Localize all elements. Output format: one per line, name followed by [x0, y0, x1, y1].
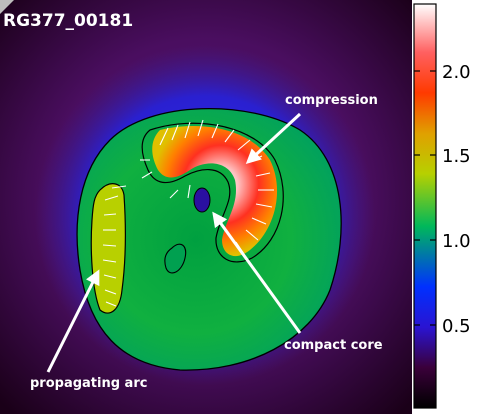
corner-marker-icon [0, 0, 14, 14]
compact-core-annotation: compact core [284, 338, 383, 353]
colorbar-tick-0-5: 0.5 [442, 316, 471, 337]
propagating-arc-annotation: propagating arc [30, 376, 147, 391]
image-id-label: RG377_00181 [3, 11, 133, 31]
image-panel: RG377_00181 compression compact core pro… [0, 0, 412, 414]
colorbar-tick-1-0: 1.0 [442, 231, 471, 252]
compression-annotation: compression [285, 93, 378, 108]
propagating-arc-arrow-icon [46, 269, 100, 373]
compression-arrow-icon [245, 112, 302, 165]
green-region [76, 107, 342, 371]
compact-core-arrow-icon [212, 211, 302, 334]
colorbar-tick-2-0: 2.0 [442, 62, 471, 83]
propagating-arc-region [90, 183, 126, 314]
compact-core-blob [193, 187, 211, 213]
colorbar-tick-1-5: 1.5 [442, 146, 471, 167]
colorbar: 2.0 1.5 1.0 0.5 [413, 3, 471, 409]
